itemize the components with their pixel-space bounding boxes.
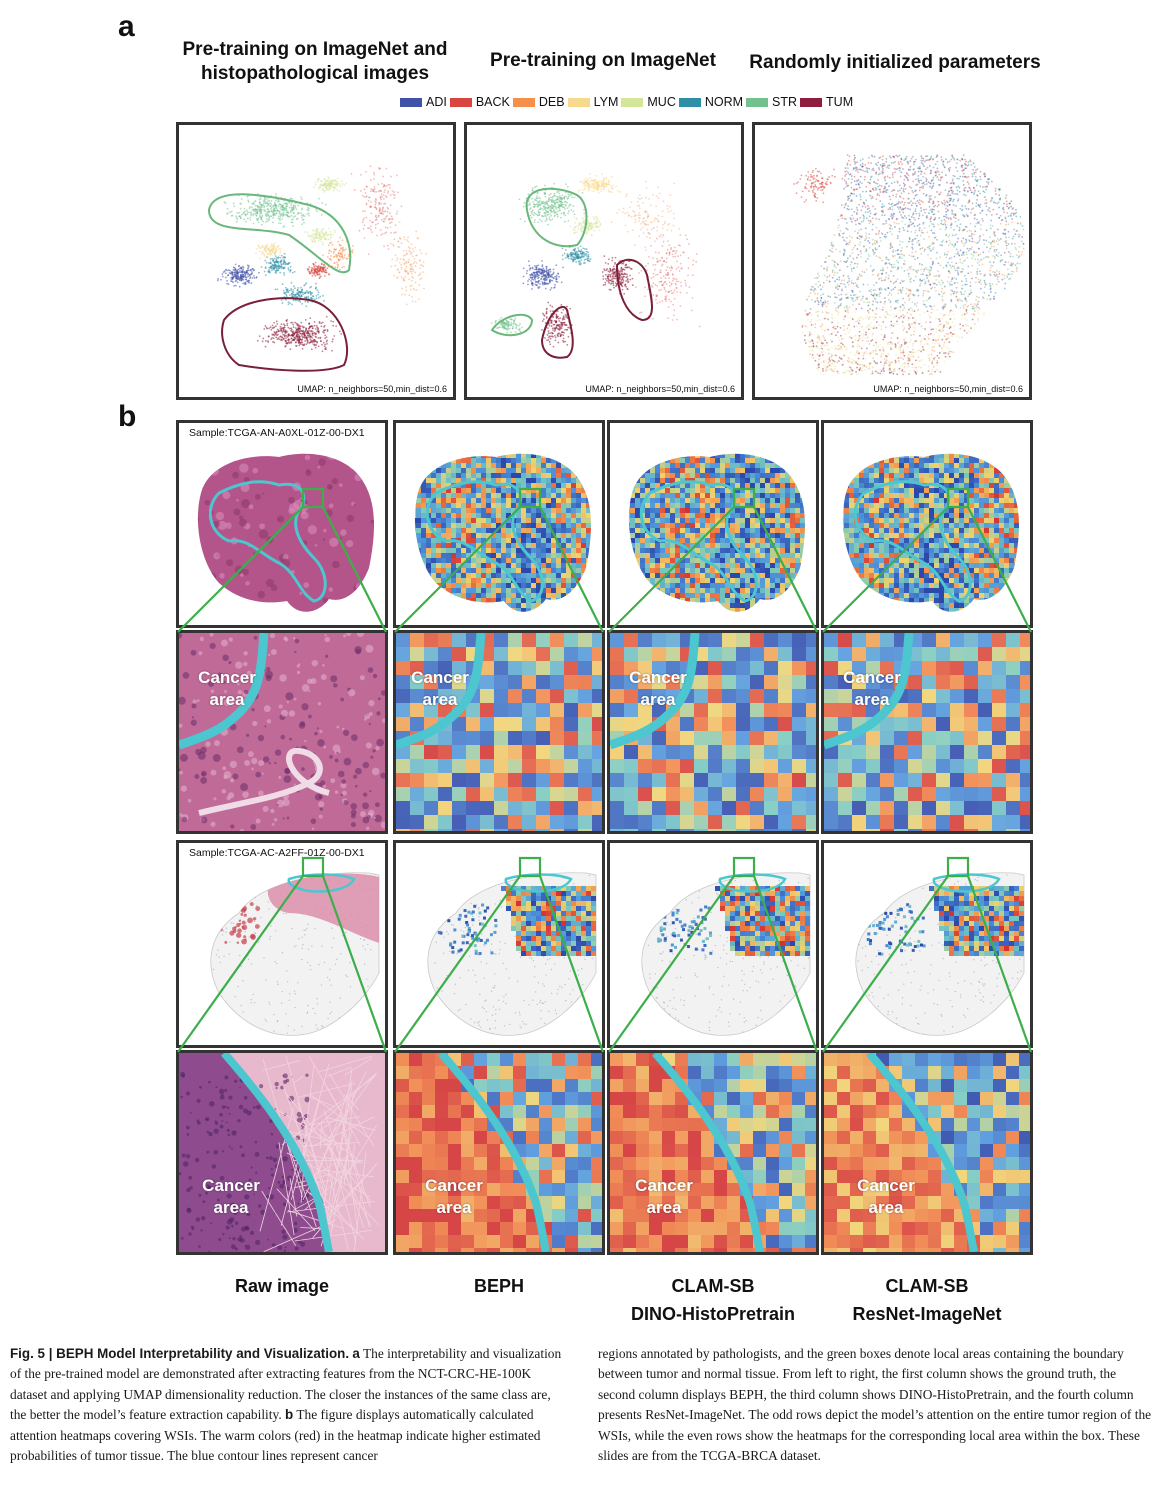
column-label-beph: BEPH [473,1276,524,1296]
sample-label: Sample:TCGA-AN-A0XL-01Z-00-DX1 [189,427,365,439]
column-label-resnet: CLAM-SB ResNet-ImageNet [852,1276,1002,1324]
wsi-beph-sample2 [393,840,605,1048]
umap-plot-3: UMAP: n_neighbors=50,min_dist=0.6 [752,122,1032,400]
legend-swatch [567,97,590,107]
umap-title-3: Randomly initialized parameters [749,52,1041,73]
legend-label: TUM [826,95,854,109]
column-label-raw: Raw image [234,1276,330,1296]
cancer-area-label: Cancer area [843,668,901,709]
zoom-raw-sample1: Cancer area [176,630,388,834]
cancer-area-label: Cancer area [411,668,469,709]
zoom-dino-sample2: Cancer area [607,1050,819,1255]
wsi-resnet-sample1 [821,420,1033,628]
legend-swatch [800,97,823,107]
umap-caption: UMAP: n_neighbors=50,min_dist=0.6 [585,384,735,394]
umap-plot-2: UMAP: n_neighbors=50,min_dist=0.6 [464,122,744,400]
wsi-resnet-sample2 [821,840,1033,1048]
umap-caption: UMAP: n_neighbors=50,min_dist=0.6 [297,384,447,394]
legend-label: NORM [704,95,744,109]
cancer-area-label: Cancer area [198,668,256,709]
cancer-area-label: Cancer area [202,1176,260,1217]
class-legend: ADI BACK DEB LYM MUC NORM STR TUM [400,95,856,109]
figure-caption-right: regions annotated by pathologists, and t… [598,1346,1152,1464]
legend-label: STR [772,95,798,109]
panel-a-letter: a [118,10,135,43]
figure-caption-left: Fig. 5 | BEPH Model Interpretability and… [10,1346,562,1464]
legend-label: BACK [475,95,510,109]
umap-title-2: Pre-training on ImageNet [490,50,716,71]
wsi-raw-sample2: Sample:TCGA-AC-A2FF-01Z-00-DX1 [176,840,388,1048]
cancer-area-label: Cancer area [629,668,687,709]
umap-caption: UMAP: n_neighbors=50,min_dist=0.6 [873,384,1023,394]
cancer-area-label: Cancer area [635,1176,693,1217]
legend-item-lym: LYM [567,95,619,109]
zoom-beph-sample1: Cancer area [393,630,605,834]
legend-swatch [678,97,701,107]
zoom-dino-sample1: Cancer area [607,630,819,834]
cancer-area-label: Cancer area [425,1176,483,1217]
legend-item-str: STR [746,95,797,109]
panel-b-letter: b [118,400,137,433]
zoom-resnet-sample2: Cancer area [821,1050,1033,1255]
legend-item-muc: MUC [621,95,676,109]
umap-plot-1: UMAP: n_neighbors=50,min_dist=0.6 [176,122,456,400]
legend-swatch [449,97,472,107]
sample-label: Sample:TCGA-AC-A2FF-01Z-00-DX1 [189,847,365,859]
caption-title: Fig. 5 | BEPH Model Interpretability and… [10,1346,350,1361]
zoom-raw-sample2: Cancer area [176,1050,388,1255]
legend-swatch [400,97,422,107]
wsi-beph-sample1 [393,420,605,628]
legend-item-tum: TUM [800,95,853,109]
legend-swatch [512,97,535,107]
zoom-resnet-sample1: Cancer area [821,630,1033,834]
legend-label: MUC [647,95,676,109]
wsi-dino-sample2 [607,840,819,1048]
legend-label: ADI [426,95,447,109]
wsi-raw-sample1: Sample:TCGA-AN-A0XL-01Z-00-DX1 [176,420,388,628]
legend-item-adi: ADI [400,95,447,109]
cancer-area-label: Cancer area [857,1176,915,1217]
umap-title-1: Pre-training on ImageNet and histopathol… [182,39,448,84]
legend-item-deb: DEB [512,95,565,109]
column-label-dino: CLAM-SB DINO-HistoPretrain [630,1276,796,1324]
legend-item-norm: NORM [678,95,744,109]
legend-label: LYM [593,95,619,109]
wsi-dino-sample1 [607,420,819,628]
legend-label: DEB [538,95,565,109]
legend-swatch [621,97,644,107]
legend-swatch [746,97,769,107]
legend-item-back: BACK [449,95,510,109]
zoom-beph-sample2: Cancer area [393,1050,605,1255]
